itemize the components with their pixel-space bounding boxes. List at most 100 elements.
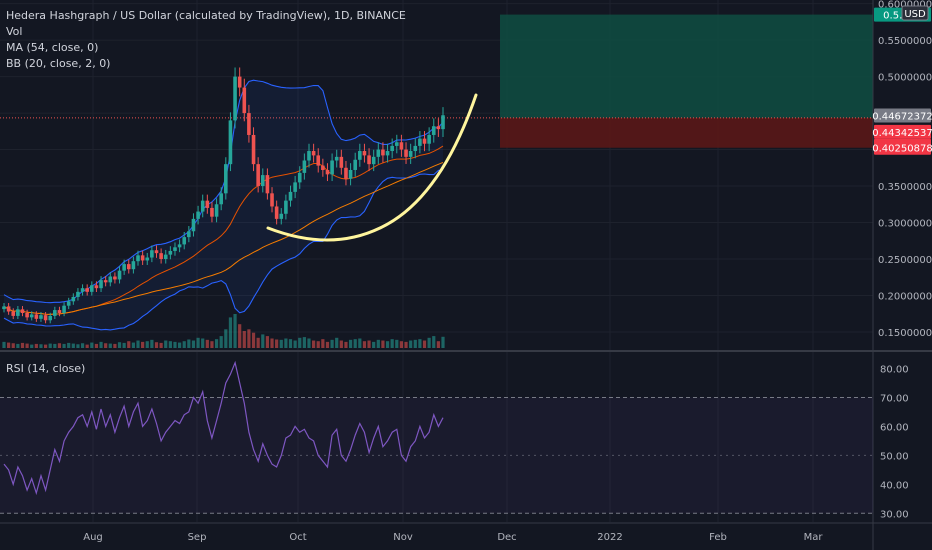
volume-bar	[265, 336, 269, 348]
candle-body	[284, 200, 288, 214]
volume-bar	[201, 338, 205, 348]
volume-bar	[164, 340, 168, 348]
candle-body	[404, 149, 408, 157]
candle-body	[191, 218, 196, 232]
currency-button-bg[interactable]	[901, 5, 929, 21]
volume-bar	[348, 339, 353, 348]
volume-bar	[353, 339, 357, 348]
x-tick-label: Nov	[393, 532, 413, 543]
candle-body	[390, 145, 394, 152]
candle-body	[302, 160, 307, 173]
volume-bar	[154, 342, 159, 348]
volume-bar	[358, 338, 362, 348]
volume-bar	[279, 339, 283, 348]
volume-bar	[422, 340, 427, 348]
cup-curve-drawing	[266, 93, 478, 242]
volume-bar	[43, 344, 48, 348]
volume-bar	[312, 340, 316, 348]
volume-bar	[372, 341, 376, 348]
volume-bar	[99, 341, 103, 348]
x-tick-label: Oct	[289, 532, 306, 543]
candle-body	[66, 301, 71, 306]
candle-body	[311, 151, 316, 156]
candle-body	[99, 280, 103, 289]
volume-bar	[316, 341, 320, 348]
volume-bar	[117, 342, 122, 348]
volume-bar	[390, 339, 394, 348]
candle-body	[150, 250, 154, 258]
candle-body	[173, 247, 177, 251]
volume-bar	[108, 343, 112, 348]
x-tick-label: 2022	[597, 532, 622, 543]
volume-bar	[381, 340, 385, 348]
candle-body	[57, 310, 62, 313]
candle-body	[214, 204, 219, 217]
rsi-band-fill	[0, 397, 873, 514]
volume-bar	[48, 343, 52, 348]
volume-bar	[275, 339, 279, 348]
candle-body	[94, 285, 99, 289]
candle-body	[408, 151, 413, 157]
candle-body	[297, 172, 302, 183]
volume-bar	[399, 341, 404, 348]
entry-price-tag: 0.44342537	[872, 128, 932, 139]
volume-bar	[80, 343, 85, 348]
candle-body	[274, 206, 279, 219]
candle-body	[371, 156, 376, 165]
candle-body	[53, 310, 57, 316]
price-tick-label: 0.60000000	[878, 0, 932, 11]
candle-body	[307, 151, 311, 161]
currency-button[interactable]: USD	[904, 9, 926, 20]
bb-lower-line	[3, 169, 444, 331]
volume-bar	[205, 339, 209, 348]
candle-body	[279, 213, 284, 219]
candle-body	[344, 167, 348, 179]
volume-bar	[307, 338, 311, 348]
volume-bar	[376, 339, 380, 348]
last-price-tag: 0.44672372	[872, 111, 932, 122]
x-tick-label: Mar	[804, 532, 824, 543]
volume-bar	[233, 314, 237, 348]
volume-bar	[34, 343, 38, 348]
volume-bar	[53, 343, 57, 348]
rsi-tick-label: 50.00	[880, 451, 909, 462]
candle-body	[242, 87, 247, 114]
rsi-line	[3, 360, 444, 496]
ma-indicator-label: MA (54, close, 0)	[6, 41, 99, 54]
candle-body	[177, 244, 182, 248]
volume-bar	[11, 343, 15, 348]
entry-price-tag-bg	[874, 124, 931, 139]
x-tick-label: Sep	[188, 532, 207, 543]
symbol-title: Hedera Hashgraph / US Dollar (calculated…	[6, 9, 406, 22]
bb-fill	[4, 80, 443, 330]
candle-body	[325, 169, 330, 175]
candle-body	[288, 191, 293, 201]
candle-body	[20, 309, 25, 313]
candle-body	[131, 261, 136, 270]
candle-body	[85, 288, 89, 292]
volume-bar	[284, 338, 288, 348]
candle-body	[422, 138, 427, 144]
volume-bar	[214, 339, 219, 348]
stop-loss-zone	[500, 117, 873, 148]
candle-body	[348, 169, 353, 179]
volume-bar	[344, 341, 348, 348]
candle-body	[11, 311, 16, 316]
candle-body	[182, 237, 187, 245]
volume-bar	[57, 343, 62, 348]
candle-body	[103, 280, 108, 283]
candle-body	[334, 156, 339, 161]
candle-body	[431, 126, 436, 135]
candle-body	[117, 270, 122, 280]
volume-bar	[251, 332, 256, 348]
volume-bar	[228, 317, 233, 348]
candle-body	[48, 315, 53, 321]
volume-bar	[293, 340, 297, 348]
volume-bar	[30, 344, 34, 348]
candle-body	[316, 155, 321, 166]
volume-bar	[298, 337, 302, 348]
candle-body	[2, 306, 6, 310]
x-tick-label: Feb	[709, 532, 727, 543]
